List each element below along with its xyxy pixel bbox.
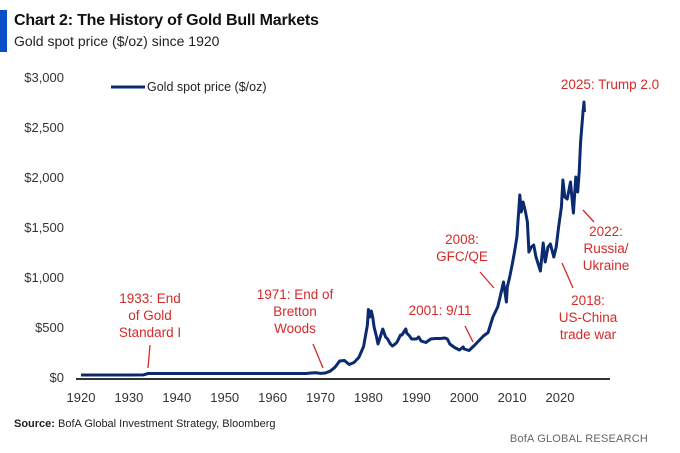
legend: Gold spot price ($/oz): [111, 80, 267, 94]
annotation-2008: 2008: GFC/QE: [436, 232, 495, 289]
y-axis-ticks: $0 $500 $1,000 $1,500 $2,000 $2,500 $3,000: [24, 70, 64, 385]
x-tick-label: 1920: [67, 390, 96, 405]
y-tick-label: $0: [50, 370, 64, 385]
title-accent-bar: [0, 10, 7, 52]
annotation-text: 2025: Trump 2.0: [561, 77, 659, 92]
annotation-text: Ukraine: [583, 258, 630, 273]
annotation-text: 1933: End: [119, 291, 181, 306]
annotation-text: 2008:: [445, 232, 479, 247]
annotation-text: US-China: [559, 310, 618, 325]
annotation-text: trade war: [560, 327, 617, 342]
x-tick-label: 1980: [354, 390, 383, 405]
annotation-text: of Gold: [128, 308, 172, 323]
x-tick-label: 2020: [546, 390, 575, 405]
x-tick-label: 1990: [402, 390, 431, 405]
annotation-2025: 2025: Trump 2.0: [561, 77, 659, 92]
annotation-leader-line: [464, 325, 474, 343]
annotation-text: Bretton: [273, 304, 317, 319]
x-tick-label: 1960: [258, 390, 287, 405]
annotation-text: Russia/: [583, 241, 628, 256]
y-tick-label: $1,500: [24, 220, 64, 235]
annotation-1971: 1971: End of Bretton Woods: [257, 287, 334, 369]
y-tick-label: $2,500: [24, 120, 64, 135]
annotation-leader-line: [561, 262, 574, 289]
y-tick-label: $2,000: [24, 170, 64, 185]
y-tick-label: $500: [35, 320, 64, 335]
y-tick-label: $3,000: [24, 70, 64, 85]
annotation-text: Standard I: [119, 325, 181, 340]
annotation-text: 2022:: [589, 224, 623, 239]
annotation-leader-line: [147, 344, 151, 369]
annotation-text: 2001: 9/11: [409, 303, 472, 318]
annotation-text: 2018:: [571, 293, 605, 308]
annotation-text: 1971: End of: [257, 287, 334, 302]
gold-price-line: [81, 100, 586, 377]
annotation-leader-line: [582, 209, 595, 223]
annotation-2022: 2022: Russia/Ukraine: [582, 209, 630, 273]
annotation-leader-line: [479, 271, 495, 289]
x-tick-label: 1930: [114, 390, 143, 405]
chart-title: Chart 2: The History of Gold Bull Market…: [14, 12, 319, 29]
legend-label: Gold spot price ($/oz): [147, 80, 267, 94]
annotation-2018: 2018: US-China trade war: [559, 262, 618, 342]
annotation-1933: 1933: End of Gold Standard I: [119, 291, 181, 369]
x-axis-ticks: 1920 1930 1940 1950 1960 1970 1980 1990 2000 2010…: [67, 390, 575, 405]
annotation-leader-line: [312, 343, 324, 369]
y-tick-label: $1,000: [24, 270, 64, 285]
x-tick-label: 1970: [306, 390, 335, 405]
x-tick-label: 2010: [498, 390, 527, 405]
source-text: BofA Global Investment Strategy, Bloombe…: [54, 418, 276, 430]
brand-footer: BofA GLOBAL RESEARCH: [509, 433, 648, 445]
x-tick-label: 1940: [162, 390, 191, 405]
source-note: Source: BofA Global Investment Strategy,…: [14, 418, 276, 430]
chart-subtitle: Gold spot price ($/oz) since 1920: [14, 33, 220, 49]
annotation-2001: 2001: 9/11: [409, 303, 474, 343]
annotation-text: GFC/QE: [436, 249, 488, 264]
annotation-text: Woods: [274, 321, 316, 336]
x-tick-label: 1950: [210, 390, 239, 405]
annotations: 1933: End of Gold Standard I 1971: End of Br…: [119, 77, 659, 369]
source-label: Source:: [14, 418, 55, 430]
x-tick-label: 2000: [450, 390, 479, 405]
